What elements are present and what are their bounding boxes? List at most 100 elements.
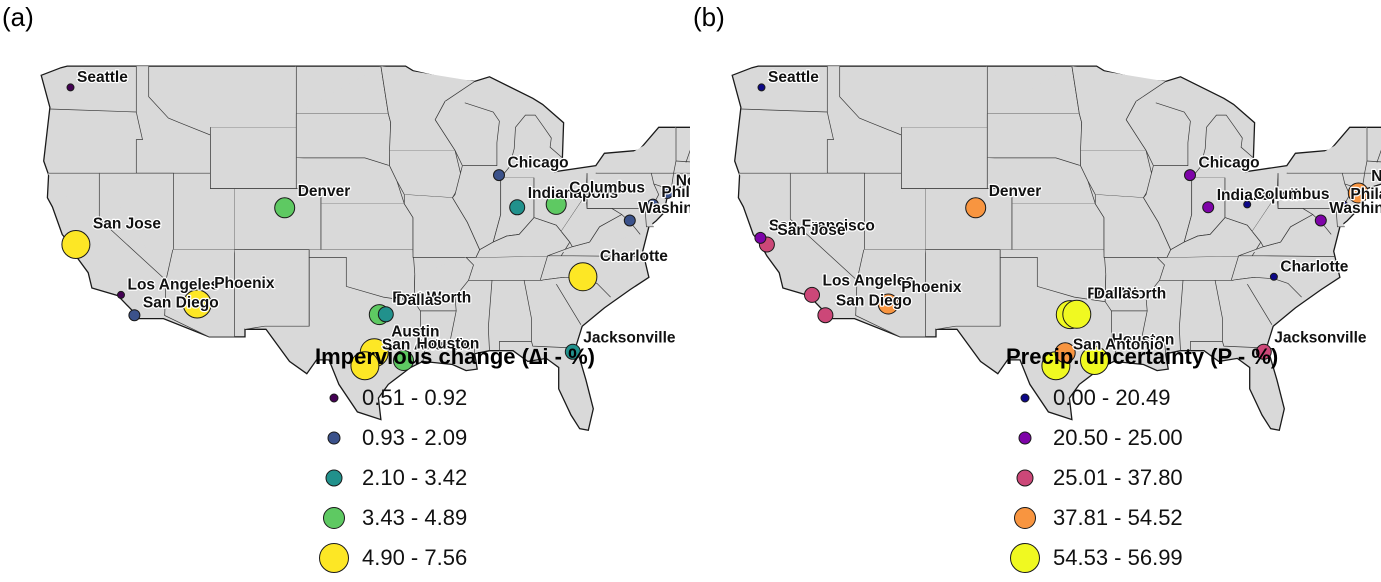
legend-title: Precip. uncertainty (P - %) <box>1006 344 1279 369</box>
legend-label: 25.01 - 37.80 <box>1053 465 1183 490</box>
panel-tag: (a) <box>2 2 34 32</box>
city-bubble <box>377 306 394 323</box>
city-label: Fort Worth <box>392 290 471 307</box>
city-bubble <box>1080 346 1109 375</box>
state-border <box>673 172 690 182</box>
city-label: San Antonio <box>1073 337 1164 354</box>
legend-swatch <box>314 498 354 538</box>
city-label: San Diego <box>836 293 912 310</box>
city-bubble <box>1054 342 1076 364</box>
legend-label: 0.93 - 2.09 <box>362 425 468 450</box>
legend-swatch <box>1005 418 1045 458</box>
legend-swatch <box>1005 538 1045 578</box>
state-border <box>586 172 660 209</box>
city-bubble <box>1202 201 1215 214</box>
city-label: Charlotte <box>1280 258 1348 275</box>
state-border <box>420 310 428 362</box>
city-bubble <box>757 83 766 92</box>
legend-label: 2.10 - 3.42 <box>362 465 468 490</box>
city-label: Austin <box>391 324 439 341</box>
legend-item: 3.43 - 4.89 <box>314 498 467 538</box>
state-border <box>1277 172 1351 209</box>
state-border <box>644 208 654 228</box>
city-bubble <box>1269 272 1278 281</box>
city-label: Los Angeles <box>128 276 220 293</box>
city-label: Phoenix <box>214 275 275 292</box>
state-border <box>986 113 1083 167</box>
us-map: Seattle San Jose Los Angeles San Diego Phoen… <box>40 65 690 432</box>
state-border <box>320 203 414 251</box>
state-border <box>1230 255 1335 281</box>
legend-swatch <box>314 458 354 498</box>
legend-item: 2.10 - 3.42 <box>314 458 467 498</box>
legend-swatch <box>1005 458 1045 498</box>
state-border <box>1376 149 1381 163</box>
city-label: Chicago <box>1199 155 1260 172</box>
legend-item: 0.93 - 2.09 <box>314 418 467 458</box>
city-bubble <box>568 262 598 292</box>
city-bubble <box>1062 299 1092 329</box>
state-border <box>1125 101 1191 166</box>
city-bubble <box>965 197 987 219</box>
city-bubble <box>1314 214 1327 227</box>
state-border <box>1111 310 1119 362</box>
city-label: San Jose <box>93 216 161 233</box>
state-border <box>413 257 474 312</box>
city-bubble <box>493 169 505 182</box>
city-label: New York <box>1371 168 1381 185</box>
city-label: Columbus <box>569 179 645 196</box>
city-label: Seattle <box>768 69 819 86</box>
legend-label: 0.51 - 0.92 <box>362 385 468 410</box>
city-label: Columbus <box>1254 186 1330 203</box>
state-border <box>1335 208 1345 228</box>
city-label: Washington <box>1329 200 1381 217</box>
city-bubble <box>1339 200 1348 209</box>
city-bubble <box>350 351 380 381</box>
city-bubble <box>804 286 820 303</box>
state-border <box>855 249 926 338</box>
city-bubble <box>545 193 567 215</box>
city-label: Los Angeles <box>823 272 915 289</box>
city-label: Charlotte <box>600 248 668 265</box>
city-bubble <box>1243 200 1252 209</box>
state-border <box>901 127 988 189</box>
legend-title: Impervious change (∆i - %) <box>315 344 595 369</box>
city-bubble <box>61 230 91 259</box>
city-label: Fort Worth <box>1087 286 1166 303</box>
legend-item: 54.53 - 56.99 <box>1005 538 1183 578</box>
state-border <box>49 108 137 113</box>
city-bubble <box>564 343 581 360</box>
legend-item: 0.51 - 0.92 <box>314 378 467 418</box>
city-bubble <box>182 289 212 319</box>
city-label: Indianapolis <box>528 185 618 202</box>
state-border <box>1190 114 1254 179</box>
panel-tag: (b) <box>693 2 725 32</box>
city-label: Phoenix <box>901 279 962 296</box>
state-border <box>1111 310 1167 354</box>
legend-label: 4.90 - 7.56 <box>362 545 468 570</box>
city-label: Seattle <box>77 69 128 86</box>
state-border <box>740 108 828 113</box>
city-bubble <box>66 83 75 92</box>
legend-swatch <box>1005 378 1045 418</box>
legend-item: 4.90 - 7.56 <box>314 538 467 578</box>
state-border <box>487 280 493 351</box>
city-bubble <box>661 187 674 199</box>
city-label: San Diego <box>143 295 219 312</box>
legend-label: 37.81 - 54.52 <box>1053 505 1183 530</box>
city-label: San Antonio <box>382 337 473 354</box>
state-border <box>499 114 563 179</box>
city-label: Philadelphia <box>661 184 690 201</box>
legend-label: 20.50 - 25.00 <box>1053 425 1183 450</box>
city-label: Philadelphia <box>1350 186 1381 203</box>
state-border <box>210 127 297 189</box>
legend-label: 0.00 - 20.49 <box>1053 385 1171 410</box>
legend-label: 3.43 - 4.89 <box>362 505 468 530</box>
city-bubble <box>646 198 659 211</box>
city-label: Denver <box>989 183 1042 200</box>
city-bubble <box>509 199 526 216</box>
legend-item: 0.00 - 20.49 <box>1005 378 1170 418</box>
legend-swatch <box>314 418 354 458</box>
city-bubble <box>754 231 767 244</box>
